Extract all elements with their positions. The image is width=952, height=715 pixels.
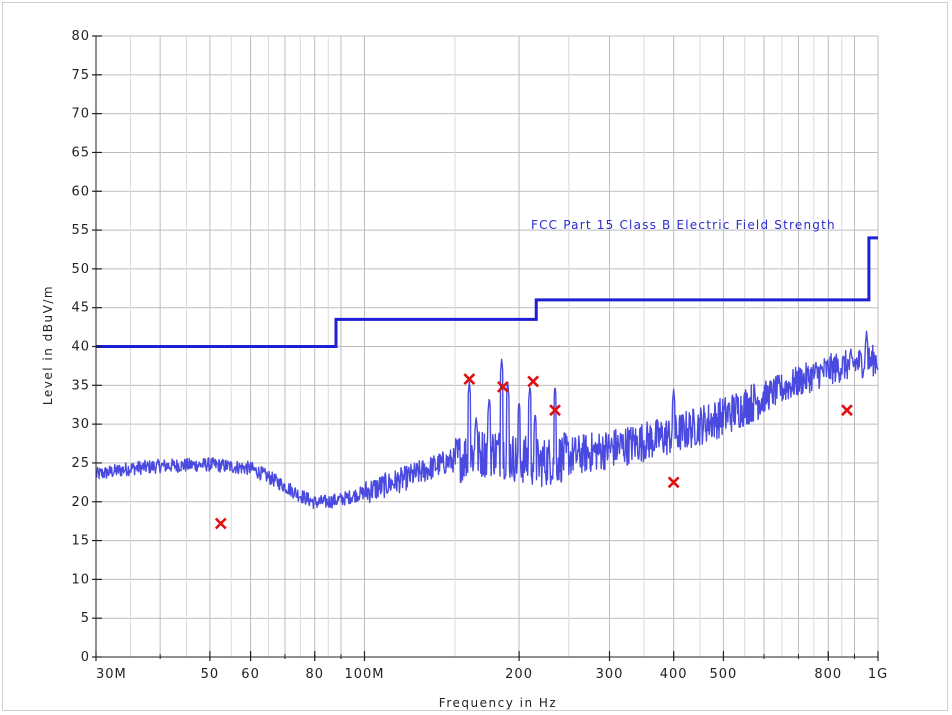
measurement-marker <box>214 517 227 530</box>
y-axis-ticks: 0 5 10 15 20 25 30 35 40 45 50 55 60 65 70 75 80 <box>71 29 102 665</box>
measurement-marker <box>841 404 853 417</box>
spectrum-path <box>95 330 879 510</box>
y-tick-label: 40 <box>71 340 90 355</box>
y-axis-label: Level in dBuV/m <box>41 285 55 405</box>
limit-line-group <box>96 236 878 348</box>
x-axis-ticks: 30M 50 60 80 100M 200 300 400 500 800 1G <box>95 651 888 682</box>
marker-stroke <box>549 404 561 417</box>
x-tick-label: 100M <box>344 667 384 682</box>
x-tick-label: 60 <box>241 667 260 682</box>
marker-stroke <box>496 380 509 393</box>
measurement-marker <box>496 380 509 393</box>
spectrum-trace <box>95 330 879 510</box>
y-tick-label: 0 <box>81 650 90 665</box>
y-tick-label: 30 <box>71 417 90 432</box>
y-tick-label: 25 <box>71 456 90 471</box>
measurement-marker <box>549 404 561 417</box>
x-tick-label: 30M <box>96 667 127 682</box>
y-tick-label: 65 <box>71 145 90 160</box>
y-tick-label: 20 <box>71 495 90 510</box>
limit-line <box>96 236 878 348</box>
y-tick-label: 50 <box>71 262 90 277</box>
y-tick-label: 15 <box>71 534 90 549</box>
y-tick-label: 10 <box>71 572 90 587</box>
y-tick-label: 5 <box>81 611 90 626</box>
y-tick-label: 55 <box>71 223 90 238</box>
x-tick-label: 1G <box>868 667 888 682</box>
y-tick-label: 45 <box>71 301 90 316</box>
measurement-marker <box>527 375 540 388</box>
marker-stroke <box>527 375 540 388</box>
x-tick-label: 500 <box>710 667 738 682</box>
measurement-marker <box>667 476 680 489</box>
y-tick-label: 70 <box>71 107 90 122</box>
x-tick-label: 800 <box>814 667 842 682</box>
y-tick-label: 80 <box>71 29 90 44</box>
marker-stroke <box>463 373 476 386</box>
x-axis-label: Frequency in Hz <box>439 696 557 710</box>
y-tick-label: 60 <box>71 184 90 199</box>
marker-stroke <box>214 517 227 530</box>
measurement-marker <box>463 373 476 386</box>
measurement-markers <box>214 373 853 530</box>
x-tick-label: 80 <box>305 667 324 682</box>
x-tick-label: 300 <box>596 667 624 682</box>
y-tick-label: 35 <box>71 378 90 393</box>
limit-line-label: FCC Part 15 Class B Electric Field Stren… <box>531 218 836 232</box>
x-tick-label: 400 <box>660 667 688 682</box>
marker-stroke <box>841 404 853 417</box>
marker-stroke <box>667 476 680 489</box>
x-tick-label: 50 <box>201 667 220 682</box>
x-tick-label: 200 <box>505 667 533 682</box>
y-tick-label: 75 <box>71 68 90 83</box>
